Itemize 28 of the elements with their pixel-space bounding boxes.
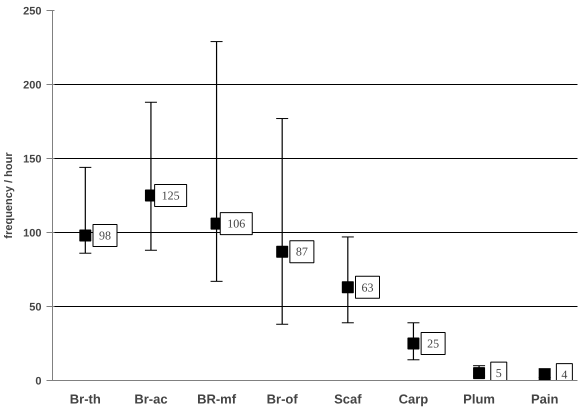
point [407, 338, 420, 350]
data-label: 5 [496, 366, 502, 380]
x-tick-label: Br-th [70, 392, 101, 406]
data-label: 106 [227, 216, 246, 231]
point [276, 246, 288, 258]
y-tick-label: 0 [35, 376, 42, 388]
x-tick-label: Carp [398, 392, 428, 406]
x-tick-label: Plum [463, 392, 495, 406]
point [79, 229, 92, 242]
y-tick-label: 200 [23, 80, 42, 92]
y-tick-label: 150 [23, 154, 42, 166]
y-axis-title: frequency / hour [3, 152, 16, 239]
x-tick-label: Scaf [334, 392, 362, 406]
y-tick-label: 100 [23, 228, 42, 240]
data-label: 125 [162, 188, 180, 202]
data-label: 63 [362, 280, 374, 294]
point [473, 367, 486, 380]
y-tick-label: 250 [23, 6, 42, 18]
data-label: 87 [296, 244, 308, 259]
x-tick-label: BR-mf [197, 392, 237, 406]
data-label: 98 [99, 228, 111, 242]
y-tick-label: 50 [29, 302, 42, 314]
x-tick-label: Pain [530, 392, 558, 406]
x-tick-label: Br-ac [134, 392, 168, 406]
data-label: 4 [561, 368, 568, 382]
point [342, 281, 354, 294]
x-tick-label: Br-of [266, 392, 298, 406]
data-label: 25 [427, 336, 440, 350]
